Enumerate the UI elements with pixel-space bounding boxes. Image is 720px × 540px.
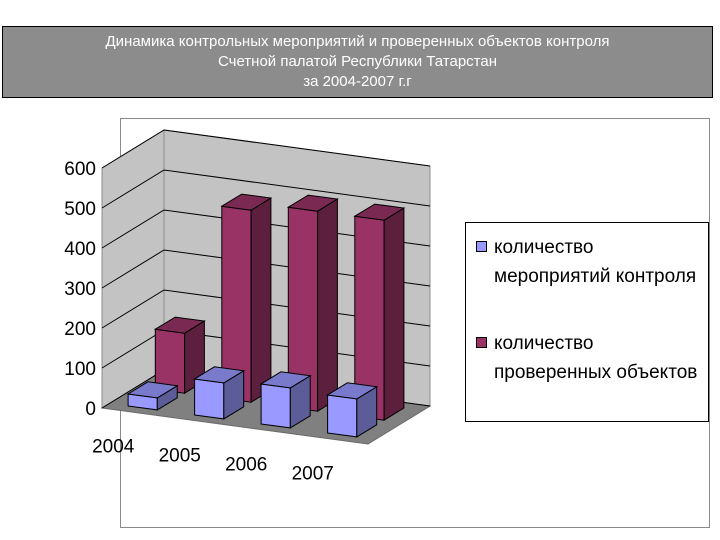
y-tick-label: 100 xyxy=(64,359,96,380)
y-tick-label: 500 xyxy=(64,199,96,220)
bar-0-1-front xyxy=(194,378,225,420)
bar-0-2-front xyxy=(260,383,291,429)
bar-1-3-side xyxy=(383,207,405,422)
gridline xyxy=(101,209,431,249)
y-tick-label: 600 xyxy=(64,159,96,180)
x-tick-label: 2006 xyxy=(225,455,267,476)
y-tick-label: 300 xyxy=(64,279,96,300)
legend-swatch-activities xyxy=(476,241,487,252)
bar-0-1-top xyxy=(193,366,246,384)
bar-1-1-side xyxy=(250,197,272,404)
slide-title-line-1: Динамика контрольных мероприятий и прове… xyxy=(105,33,610,50)
y-tick-label: 200 xyxy=(64,319,96,340)
gridline xyxy=(101,129,431,169)
chart-legend: количество мероприятий контроля количест… xyxy=(465,222,709,422)
bar-1-3-top xyxy=(353,203,406,221)
bar-0-3-top xyxy=(326,382,379,400)
legend-swatch-objects xyxy=(476,337,487,348)
bar-0-3-front xyxy=(327,394,358,438)
legend-label-activities: количество мероприятий контроля xyxy=(494,237,697,287)
gridline xyxy=(101,249,431,289)
y-tick-label: 0 xyxy=(85,399,96,420)
y-tick-label: 400 xyxy=(64,239,96,260)
x-tick-label: 2007 xyxy=(292,464,334,485)
legend-label-objects: количество проверенных объектов xyxy=(494,333,698,383)
bar-1-1-top xyxy=(220,193,273,211)
bar-0-2-top xyxy=(259,371,312,389)
slide-title: Динамика контрольных мероприятий и прове… xyxy=(2,26,713,98)
gridline xyxy=(101,289,431,329)
x-tick-label: 2004 xyxy=(92,437,135,458)
slide-title-line-2: Счетной палатой Республики Татарстан xyxy=(217,53,498,70)
gridline xyxy=(101,169,431,209)
bar-1-0-top xyxy=(153,316,206,334)
bar-1-2-top xyxy=(286,194,339,212)
bar-0-0-top xyxy=(126,381,179,399)
bar-1-2-side xyxy=(317,198,338,413)
slide-title-line-3: за 2004-2007 г.г xyxy=(303,73,412,90)
x-tick-label: 2005 xyxy=(159,446,201,467)
